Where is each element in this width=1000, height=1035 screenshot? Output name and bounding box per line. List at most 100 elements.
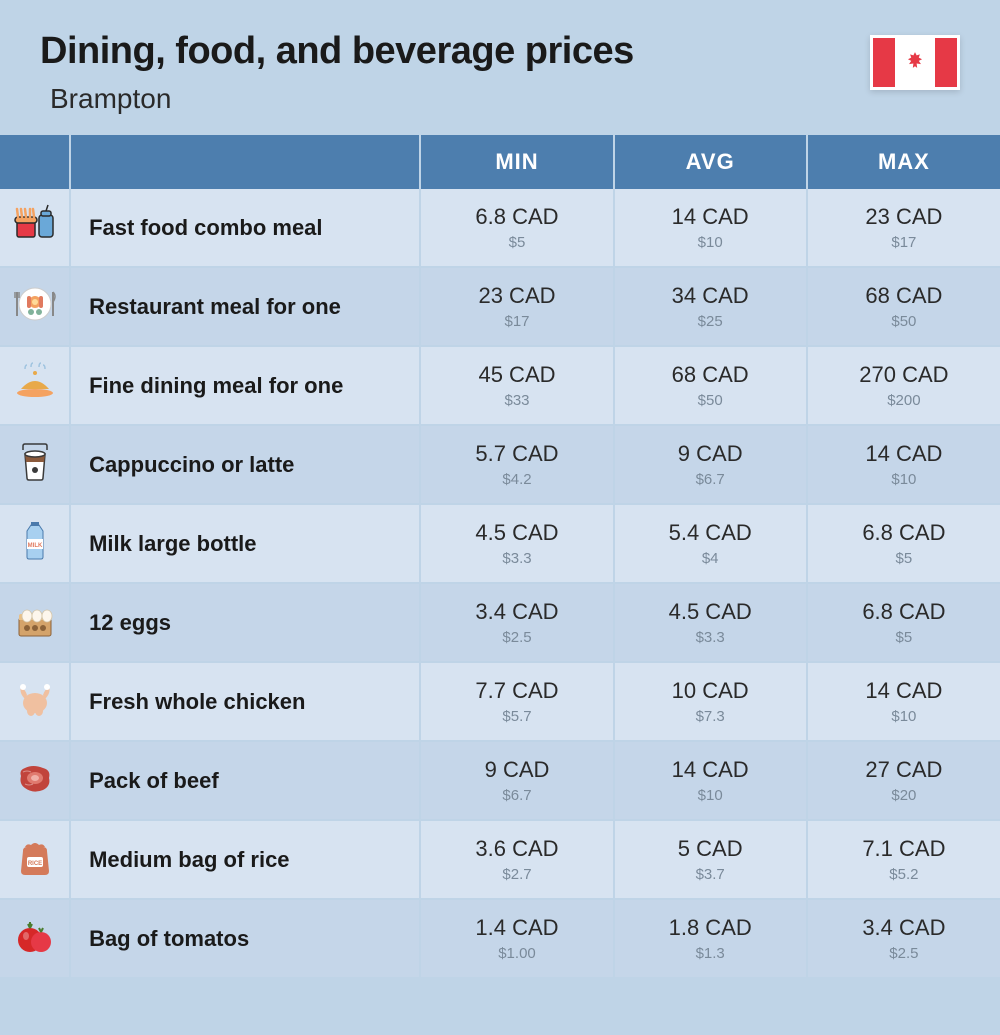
min-cad: 1.4 CAD: [433, 915, 600, 941]
avg-usd: $1.3: [627, 945, 794, 962]
min-usd: $33: [433, 392, 600, 409]
table-row: 12 eggs 3.4 CAD $2.5 4.5 CAD $3.3 6.8 CA…: [0, 583, 1000, 662]
item-icon-cell: [0, 820, 70, 899]
beef-icon: [13, 756, 57, 800]
max-cell: 23 CAD $17: [807, 189, 1000, 267]
avg-cad: 9 CAD: [627, 441, 794, 467]
avg-cell: 68 CAD $50: [614, 346, 807, 425]
page-subtitle: Brampton: [50, 83, 870, 115]
item-icon-cell: [0, 504, 70, 583]
table-row: Milk large bottle 4.5 CAD $3.3 5.4 CAD $…: [0, 504, 1000, 583]
item-icon-cell: [0, 267, 70, 346]
max-cad: 6.8 CAD: [820, 599, 988, 625]
avg-usd: $4: [627, 550, 794, 567]
avg-cell: 10 CAD $7.3: [614, 662, 807, 741]
max-cad: 6.8 CAD: [820, 520, 988, 546]
max-cell: 14 CAD $10: [807, 662, 1000, 741]
avg-cell: 34 CAD $25: [614, 267, 807, 346]
item-icon-cell: [0, 899, 70, 978]
canada-flag-icon: [870, 35, 960, 90]
table-row: Fresh whole chicken 7.7 CAD $5.7 10 CAD …: [0, 662, 1000, 741]
max-usd: $5: [820, 629, 988, 646]
max-cad: 14 CAD: [820, 441, 988, 467]
avg-cad: 5 CAD: [627, 836, 794, 862]
table-row: Fast food combo meal 6.8 CAD $5 14 CAD $…: [0, 189, 1000, 267]
fastfood-icon: [13, 203, 57, 247]
min-cad: 45 CAD: [433, 362, 600, 388]
avg-usd: $7.3: [627, 708, 794, 725]
avg-usd: $10: [627, 787, 794, 804]
max-usd: $20: [820, 787, 988, 804]
max-usd: $200: [820, 392, 988, 409]
max-cell: 7.1 CAD $5.2: [807, 820, 1000, 899]
item-label: Bag of tomatos: [70, 899, 420, 978]
col-item: [70, 135, 420, 189]
item-label: Fast food combo meal: [70, 189, 420, 267]
avg-usd: $25: [627, 313, 794, 330]
max-usd: $17: [820, 234, 988, 251]
min-usd: $6.7: [433, 787, 600, 804]
avg-cad: 68 CAD: [627, 362, 794, 388]
min-cad: 3.4 CAD: [433, 599, 600, 625]
min-usd: $2.7: [433, 866, 600, 883]
avg-usd: $50: [627, 392, 794, 409]
item-label: Fresh whole chicken: [70, 662, 420, 741]
item-icon-cell: [0, 189, 70, 267]
min-cell: 45 CAD $33: [420, 346, 613, 425]
min-cell: 6.8 CAD $5: [420, 189, 613, 267]
avg-cell: 4.5 CAD $3.3: [614, 583, 807, 662]
avg-cad: 10 CAD: [627, 678, 794, 704]
min-usd: $5.7: [433, 708, 600, 725]
table-row: Pack of beef 9 CAD $6.7 14 CAD $10 27 CA…: [0, 741, 1000, 820]
max-cad: 14 CAD: [820, 678, 988, 704]
min-cell: 4.5 CAD $3.3: [420, 504, 613, 583]
min-usd: $4.2: [433, 471, 600, 488]
table-header-row: MIN AVG MAX: [0, 135, 1000, 189]
max-cell: 14 CAD $10: [807, 425, 1000, 504]
max-cell: 6.8 CAD $5: [807, 583, 1000, 662]
avg-usd: $10: [627, 234, 794, 251]
col-avg: AVG: [614, 135, 807, 189]
item-label: Medium bag of rice: [70, 820, 420, 899]
min-usd: $1.00: [433, 945, 600, 962]
page-title: Dining, food, and beverage prices: [40, 30, 870, 73]
min-cell: 5.7 CAD $4.2: [420, 425, 613, 504]
item-icon-cell: [0, 425, 70, 504]
milk-icon: [13, 519, 57, 563]
max-cell: 27 CAD $20: [807, 741, 1000, 820]
item-icon-cell: [0, 346, 70, 425]
item-icon-cell: [0, 583, 70, 662]
eggs-icon: [13, 598, 57, 642]
table-row: Restaurant meal for one 23 CAD $17 34 CA…: [0, 267, 1000, 346]
col-icon: [0, 135, 70, 189]
avg-cad: 14 CAD: [627, 757, 794, 783]
coffee-icon: [13, 440, 57, 484]
avg-usd: $3.3: [627, 629, 794, 646]
avg-cad: 1.8 CAD: [627, 915, 794, 941]
col-max: MAX: [807, 135, 1000, 189]
min-cad: 3.6 CAD: [433, 836, 600, 862]
min-usd: $17: [433, 313, 600, 330]
header: Dining, food, and beverage prices Brampt…: [0, 0, 1000, 135]
item-label: 12 eggs: [70, 583, 420, 662]
item-label: Restaurant meal for one: [70, 267, 420, 346]
avg-cell: 14 CAD $10: [614, 741, 807, 820]
rice-icon: [13, 835, 57, 879]
min-usd: $3.3: [433, 550, 600, 567]
min-cad: 4.5 CAD: [433, 520, 600, 546]
max-cad: 7.1 CAD: [820, 836, 988, 862]
tomato-icon: [13, 914, 57, 958]
min-cell: 7.7 CAD $5.7: [420, 662, 613, 741]
restaurant-icon: [13, 282, 57, 326]
max-usd: $10: [820, 471, 988, 488]
max-cad: 27 CAD: [820, 757, 988, 783]
max-usd: $2.5: [820, 945, 988, 962]
min-cell: 3.4 CAD $2.5: [420, 583, 613, 662]
finedining-icon: [13, 361, 57, 405]
max-cad: 3.4 CAD: [820, 915, 988, 941]
col-min: MIN: [420, 135, 613, 189]
min-cad: 5.7 CAD: [433, 441, 600, 467]
max-usd: $5.2: [820, 866, 988, 883]
avg-usd: $3.7: [627, 866, 794, 883]
price-table: MIN AVG MAX Fast food combo meal 6.8 CAD…: [0, 135, 1000, 979]
